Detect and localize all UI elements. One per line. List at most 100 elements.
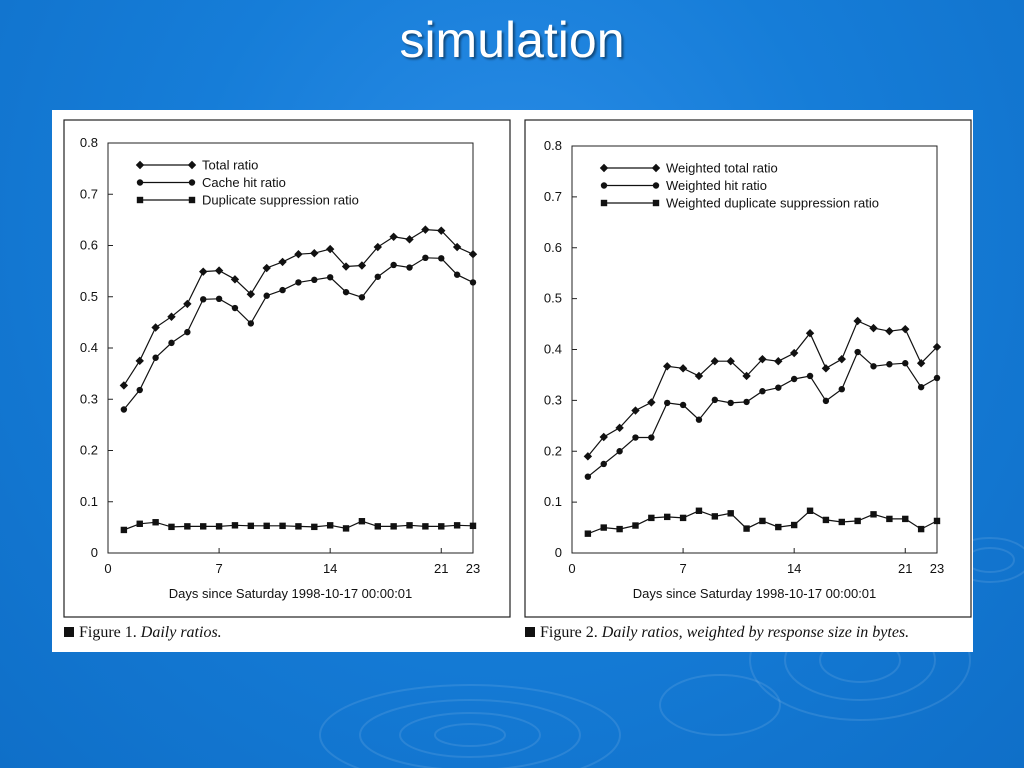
x-axis-label: Days since Saturday 1998-10-17 00:00:01	[169, 586, 413, 601]
x-axis-label: Days since Saturday 1998-10-17 00:00:01	[633, 586, 877, 601]
data-point	[406, 522, 413, 529]
data-point	[214, 266, 224, 275]
legend-marker	[652, 199, 660, 207]
data-point	[358, 518, 366, 525]
series-line	[587, 350, 938, 478]
data-point	[215, 523, 223, 530]
data-point	[743, 398, 750, 406]
series-1	[119, 225, 478, 390]
data-point	[119, 381, 129, 390]
data-point	[742, 371, 751, 381]
data-point	[342, 288, 350, 296]
data-point	[167, 312, 176, 321]
legend-marker	[600, 182, 608, 189]
data-point	[901, 324, 910, 334]
data-point	[663, 362, 672, 371]
data-point	[437, 226, 446, 235]
data-point	[311, 276, 318, 284]
data-point	[678, 364, 688, 373]
legend-marker	[135, 160, 145, 170]
data-point	[373, 242, 382, 252]
data-point	[342, 525, 350, 532]
data-point	[616, 525, 623, 533]
data-point	[822, 397, 830, 405]
data-point	[390, 523, 397, 530]
data-point	[632, 522, 639, 529]
y-tick-label: 0	[91, 545, 98, 560]
data-point	[453, 271, 461, 278]
legend-entry: Total ratio	[202, 158, 258, 173]
data-point	[870, 511, 877, 518]
data-point	[631, 406, 640, 415]
data-point	[806, 372, 814, 380]
y-tick-label: 0.4	[544, 342, 562, 357]
data-point	[452, 242, 462, 252]
x-tick-label: 23	[466, 561, 480, 576]
data-point	[869, 323, 878, 333]
data-point	[184, 523, 191, 530]
data-point	[278, 257, 287, 267]
caption-square-icon	[64, 627, 74, 637]
figure-1-caption-text: Daily ratios.	[140, 624, 222, 641]
data-point	[357, 261, 367, 270]
y-tick-label: 0.2	[80, 443, 98, 458]
series-2	[584, 348, 941, 480]
x-tick-label: 14	[323, 561, 337, 576]
x-tick-label: 0	[104, 561, 111, 576]
legend-marker	[136, 196, 144, 204]
series-3	[120, 518, 477, 534]
legend-marker	[600, 199, 608, 207]
x-tick-label: 0	[568, 561, 575, 576]
y-tick-label: 0.5	[544, 291, 562, 306]
y-tick-label: 0.7	[80, 186, 98, 201]
legend-marker	[188, 196, 196, 204]
data-point	[422, 254, 429, 261]
legend-entry: Weighted duplicate suppression ratio	[666, 196, 879, 211]
data-point	[790, 375, 798, 383]
y-tick-label: 0.1	[80, 494, 98, 509]
data-point	[902, 360, 909, 367]
data-point	[932, 342, 942, 352]
data-point	[885, 326, 894, 336]
y-tick-label: 0.2	[544, 443, 562, 458]
data-point	[295, 523, 302, 530]
data-point	[469, 279, 477, 286]
data-point	[295, 279, 302, 286]
data-point	[200, 296, 207, 303]
data-point	[837, 354, 846, 364]
figure-2-caption: Figure 2. Daily ratios, weighted by resp…	[525, 624, 909, 646]
data-point	[710, 357, 720, 366]
legend-marker	[187, 160, 197, 170]
chart-1: 0 0.1 0.2 0.3 0.4 0.5 0.6 0.7 0.8 0 7 14 21 23 Days si…	[63, 119, 511, 618]
data-point	[262, 263, 271, 273]
chart-1-frame	[63, 119, 511, 618]
slide-title: simulation	[399, 12, 625, 68]
data-point	[790, 521, 798, 529]
data-point	[695, 416, 703, 423]
data-point	[933, 374, 941, 382]
data-point	[600, 524, 607, 531]
y-tick-label: 0.6	[80, 238, 98, 253]
data-point	[438, 255, 445, 262]
data-point	[599, 432, 608, 442]
data-point	[664, 513, 671, 521]
data-point	[664, 399, 671, 407]
data-point	[743, 525, 750, 532]
data-point	[838, 518, 845, 526]
data-point	[632, 434, 639, 441]
data-point	[821, 364, 831, 373]
data-point	[933, 517, 941, 525]
legend-marker	[651, 163, 661, 173]
data-point	[679, 514, 687, 522]
data-point	[775, 384, 782, 391]
data-point	[822, 516, 830, 524]
figure-2-caption-label: Figure 2.	[540, 624, 598, 641]
data-point	[136, 520, 143, 527]
data-point	[136, 386, 143, 394]
data-point	[616, 448, 623, 455]
data-point	[758, 354, 767, 364]
legend-marker	[136, 179, 144, 186]
data-point	[584, 530, 592, 537]
legend-entry: Cache hit ratio	[202, 175, 286, 190]
data-point	[374, 523, 381, 530]
